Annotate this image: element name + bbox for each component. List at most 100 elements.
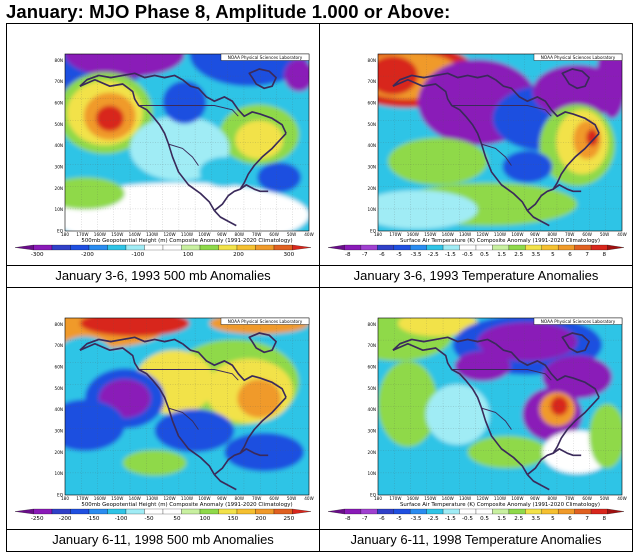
anomaly-region xyxy=(397,318,478,337)
anomaly-field xyxy=(378,318,622,495)
colorbar-swatch xyxy=(558,244,575,251)
latitude-label: 60N xyxy=(55,365,63,370)
longitude-label: 150W xyxy=(111,496,123,501)
colorbar-title: Surface Air Temperature (K) Composite An… xyxy=(400,502,600,508)
colorbar-swatch xyxy=(327,508,345,515)
caption-cell: January 6-11, 1998 Temperature Anomalies xyxy=(319,529,633,552)
caption-cell: January 3-6, 1993 Temperature Anomalies xyxy=(319,265,633,288)
colorbar-swatch xyxy=(236,244,256,251)
colorbar-swatch xyxy=(410,244,427,251)
latitude-label: 20N xyxy=(368,450,376,455)
anomaly-region xyxy=(224,432,305,472)
colorbar-swatch xyxy=(273,508,293,515)
latitude-label: 60N xyxy=(55,101,63,106)
longitude-label: 130W xyxy=(146,496,158,501)
anomaly-region xyxy=(235,120,284,160)
colorbar-tick-label: -1.5 xyxy=(445,252,456,258)
longitude-label: 50W xyxy=(287,496,296,501)
colorbar-tick-label: 200 xyxy=(233,252,244,258)
map-temperature-1993: NOAA Physical Sciences Laboratory EQ 10N 20… xyxy=(320,24,632,265)
map-500mb-1993: NOAA Physical Sciences Laboratory EQ 10N 20… xyxy=(7,24,319,265)
anomaly-region xyxy=(65,182,309,231)
latitude-label: 10N xyxy=(55,471,63,476)
latitude-label: 80N xyxy=(55,322,63,327)
anomaly-region xyxy=(477,322,578,361)
map-caption: January 3-6, 1993 Temperature Anomalies xyxy=(353,268,599,283)
colorbar-swatch xyxy=(492,244,510,251)
map-cell: NOAA Physical Sciences Laboratory EQ 10N 20… xyxy=(319,287,633,530)
anomaly-region xyxy=(65,336,113,375)
colorbar: -8 -7 -6 -5 -3.5 -2.5 -1.5 -0.5 0.5 1.5 2.5 3.5 5 6 7 8 xyxy=(327,244,625,258)
colorbar: -300 -200 -100 100 200 300 xyxy=(14,244,312,258)
colorbar-swatch xyxy=(410,508,427,515)
colorbar-swatch xyxy=(107,508,127,515)
colorbar-swatch xyxy=(574,508,592,515)
latitude-label: 20N xyxy=(55,186,63,191)
colorbar-swatch xyxy=(70,244,90,251)
colorbar-tick-label: 5 xyxy=(551,252,555,258)
colorbar-swatch xyxy=(459,508,477,515)
latitude-label: 40N xyxy=(55,143,63,148)
longitude-label: 80W xyxy=(548,496,557,501)
colorbar-swatch xyxy=(344,244,362,251)
colorbar-swatch xyxy=(492,508,510,515)
longitude-label: 100W xyxy=(511,496,523,501)
colorbar-swatch xyxy=(125,244,145,251)
colorbar-tick-label: 7 xyxy=(585,252,589,258)
colorbar-swatch xyxy=(199,244,219,251)
map-caption: January 3-6, 1993 500 mb Anomalies xyxy=(55,268,271,283)
longitude-label: 170W xyxy=(76,496,88,501)
colorbar-tick-label: -0.5 xyxy=(462,252,473,258)
colorbar-swatch xyxy=(475,244,493,251)
colorbar-tick-label: -8 xyxy=(345,252,351,258)
colorbar-swatch xyxy=(255,244,275,251)
longitude-label: 140W xyxy=(442,496,454,501)
colorbar-tick-label: 6 xyxy=(568,516,572,522)
latitude-label: EQ xyxy=(370,229,377,234)
colorbar-swatch xyxy=(218,244,238,251)
colorbar-swatch xyxy=(218,508,238,515)
colorbar-tick-label: 0.5 xyxy=(480,252,489,258)
longitude-label: 180 xyxy=(61,496,69,501)
latitude-label: 70N xyxy=(368,343,376,348)
colorbar-swatch xyxy=(393,244,411,251)
longitude-label: 100W xyxy=(198,232,210,237)
colorbar-swatch xyxy=(88,244,108,251)
colorbar-tick-label: 8 xyxy=(602,252,606,258)
anomaly-map-svg: NOAA Physical Sciences Laboratory EQ 10N 20… xyxy=(14,317,314,522)
coastline xyxy=(79,68,287,227)
longitude-label: 100W xyxy=(511,232,523,237)
latitude-label: 50N xyxy=(368,386,376,391)
colorbar-swatch xyxy=(273,244,293,251)
noaa-credit-label: NOAA Physical Sciences Laboratory xyxy=(541,319,616,324)
colorbar-tick-label: -50 xyxy=(144,516,154,522)
anomaly-region xyxy=(79,318,190,337)
latitude-label: 50N xyxy=(55,122,63,127)
latitude-label: 40N xyxy=(55,407,63,412)
colorbar-tick-label: 250 xyxy=(283,516,294,522)
latitude-label: 20N xyxy=(55,450,63,455)
map-temperature-1998: NOAA Physical Sciences Laboratory EQ 10N 20… xyxy=(320,288,632,529)
longitude-label: 90W xyxy=(530,496,539,501)
longitude-label: 170W xyxy=(76,232,88,237)
colorbar-swatch xyxy=(292,244,312,251)
colorbar-tick-label: -200 xyxy=(59,516,72,522)
longitude-label: 50W xyxy=(600,232,609,237)
longitude-label: 70W xyxy=(252,232,261,237)
caption-cell: January 6-11, 1998 500 mb Anomalies xyxy=(6,529,320,552)
colorbar-swatch xyxy=(162,508,182,515)
latitude-label: 80N xyxy=(368,322,376,327)
colorbar-title: 500mb Geopotential Height (m) Composite … xyxy=(81,238,292,244)
anomaly-region xyxy=(199,156,250,188)
latitude-label: 70N xyxy=(368,79,376,84)
colorbar-swatch xyxy=(199,508,219,515)
anomaly-region xyxy=(378,360,438,447)
colorbar-swatch xyxy=(590,508,608,515)
colorbar-tick-label: 0.5 xyxy=(480,516,489,522)
longitude-label: 110W xyxy=(494,232,506,237)
noaa-credit-label: NOAA Physical Sciences Laboratory xyxy=(541,55,616,60)
page-title: January: MJO Phase 8, Amplitude 1.000 or… xyxy=(6,1,451,22)
longitude-label: 50W xyxy=(600,496,609,501)
colorbar-title: Surface Air Temperature (K) Composite An… xyxy=(400,238,600,244)
latitude-label: EQ xyxy=(370,493,377,498)
